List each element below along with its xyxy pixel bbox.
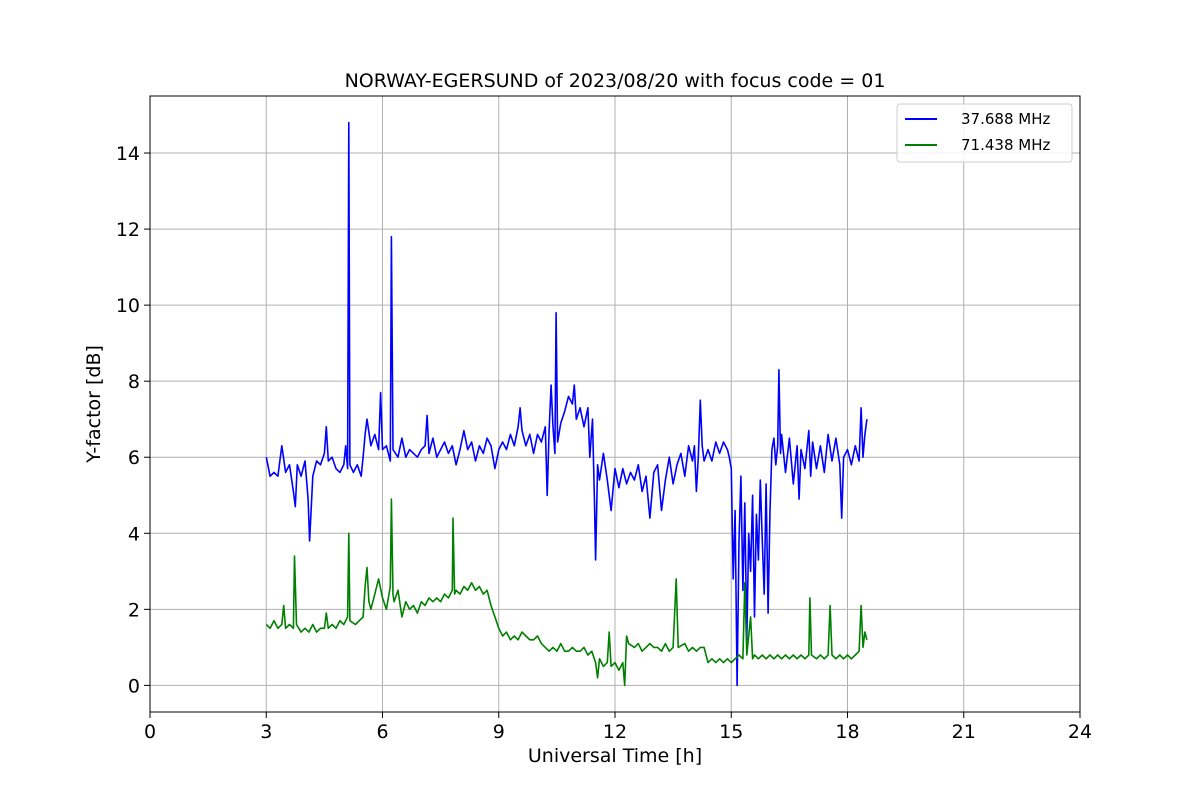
x-tick-label: 15 <box>719 721 743 743</box>
x-tick-label: 3 <box>260 721 272 743</box>
y-axis-label: Y-factor [dB] <box>83 345 105 464</box>
legend: 37.688 MHz 71.438 MHz <box>896 103 1073 163</box>
series-line-2 <box>265 498 868 687</box>
y-tick-label: 8 <box>128 371 140 393</box>
x-tick-label: 18 <box>835 721 859 743</box>
x-axis-label: Universal Time [h] <box>528 745 702 767</box>
chart-title: NORWAY-EGERSUND of 2023/08/20 with focus… <box>345 70 886 92</box>
legend-entry-label: 37.688 MHz <box>961 110 1050 128</box>
y-tick-label: 2 <box>128 599 140 621</box>
y-tick-label: 6 <box>128 447 140 469</box>
y-tick-label: 4 <box>128 523 140 545</box>
legend-box <box>896 103 1073 163</box>
x-tick-label: 12 <box>603 721 627 743</box>
legend-entry-label: 71.438 MHz <box>961 136 1050 154</box>
y-tick-label: 0 <box>128 675 140 697</box>
x-tick-label: 21 <box>952 721 976 743</box>
y-tick-label: 10 <box>116 295 140 317</box>
x-tick-label: 24 <box>1068 721 1092 743</box>
y-tick-label: 14 <box>116 143 140 165</box>
x-tick-label: 0 <box>144 721 156 743</box>
x-tick-label: 6 <box>376 721 388 743</box>
series-group <box>265 121 868 687</box>
series-line-1 <box>265 121 868 687</box>
x-tick-label: 9 <box>493 721 505 743</box>
y-tick-label: 12 <box>116 219 140 241</box>
